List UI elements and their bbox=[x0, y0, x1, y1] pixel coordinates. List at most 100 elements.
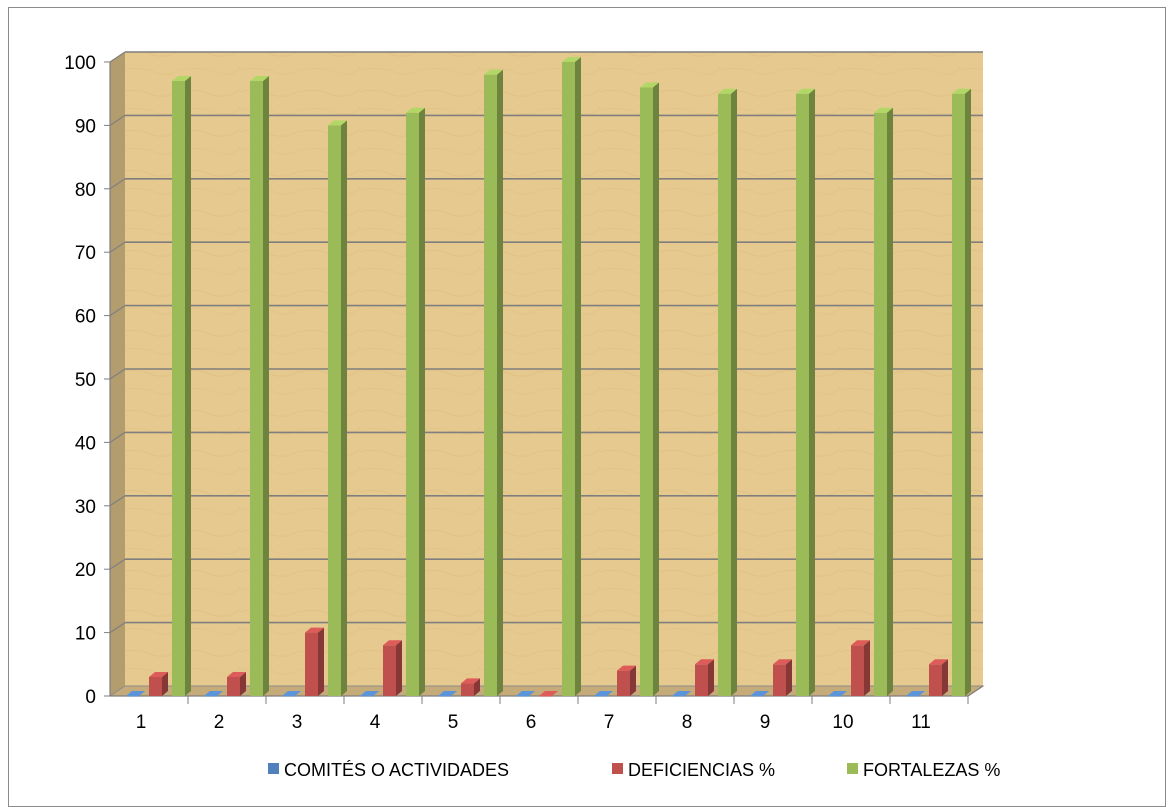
bar-top bbox=[851, 640, 870, 646]
bar-top bbox=[149, 671, 168, 677]
bar-front bbox=[617, 670, 630, 696]
bar-deficiencias bbox=[851, 640, 870, 696]
bar-front bbox=[796, 93, 809, 696]
bar-fortalezas bbox=[172, 76, 191, 696]
bar-top bbox=[461, 678, 480, 684]
bar-side bbox=[341, 120, 347, 696]
x-tick-label: 3 bbox=[292, 712, 303, 733]
bar-top bbox=[906, 691, 925, 696]
y-tick-label: 0 bbox=[85, 687, 96, 708]
bar-top bbox=[227, 671, 246, 677]
bar-top bbox=[126, 691, 145, 696]
bar-front bbox=[328, 125, 341, 696]
bar-front bbox=[204, 696, 217, 697]
bar-fortalezas bbox=[796, 88, 815, 696]
bar-side bbox=[419, 107, 425, 697]
gridline-side bbox=[109, 368, 126, 380]
bar-fortalezas bbox=[484, 69, 503, 697]
bar-front bbox=[516, 696, 529, 697]
gridline-side bbox=[109, 305, 126, 317]
plot-wall bbox=[108, 52, 985, 697]
bar-fortalezas bbox=[406, 107, 425, 697]
bar-deficiencias bbox=[617, 665, 636, 696]
bar-front bbox=[874, 112, 887, 697]
bar-top bbox=[796, 88, 815, 94]
bar-comites bbox=[360, 691, 379, 697]
bar-top bbox=[204, 691, 223, 696]
bar-top bbox=[562, 57, 581, 62]
bar-comites bbox=[438, 691, 457, 697]
legend-label: COMITÉS O ACTIVIDADES bbox=[284, 760, 509, 780]
bar-top bbox=[406, 107, 425, 113]
bar-side bbox=[497, 69, 503, 697]
bar-side bbox=[965, 88, 971, 696]
legend: COMITÉS O ACTIVIDADES DEFICIENCIAS % FORTA… bbox=[268, 760, 1000, 780]
x-tick-label: 4 bbox=[370, 712, 381, 733]
bar-front bbox=[438, 696, 451, 697]
bar-comites bbox=[282, 691, 301, 697]
bar-front bbox=[906, 696, 919, 697]
bar-top bbox=[695, 659, 714, 665]
bar-side bbox=[731, 88, 737, 696]
bar-fortalezas bbox=[328, 120, 347, 696]
legend-label: FORTALEZAS % bbox=[863, 760, 1000, 780]
gridline-side bbox=[109, 622, 126, 634]
bar-side bbox=[263, 76, 269, 696]
x-tick-label: 9 bbox=[760, 712, 771, 733]
x-tick-label: 10 bbox=[832, 712, 853, 733]
bar-front bbox=[750, 696, 763, 697]
bar-top bbox=[594, 691, 613, 696]
bar-fortalezas bbox=[718, 88, 737, 696]
y-tick-label: 40 bbox=[75, 433, 96, 454]
bar-side bbox=[864, 640, 870, 696]
bar-side bbox=[474, 678, 480, 696]
y-tick-label: 100 bbox=[64, 53, 96, 74]
bar-front bbox=[828, 696, 841, 697]
bar-front bbox=[594, 696, 607, 697]
bar-deficiencias bbox=[539, 691, 558, 697]
bar-fortalezas bbox=[562, 57, 581, 696]
bar-side bbox=[575, 57, 581, 696]
bar-top bbox=[484, 69, 503, 75]
x-tick-label: 8 bbox=[682, 712, 693, 733]
bar-deficiencias bbox=[929, 659, 948, 696]
bar-fortalezas bbox=[952, 88, 971, 696]
bar-top bbox=[282, 691, 301, 696]
bar-deficiencias bbox=[305, 627, 324, 696]
bar-deficiencias bbox=[461, 678, 480, 696]
bar-comites bbox=[750, 691, 769, 697]
bar-deficiencias bbox=[383, 640, 402, 696]
bar-front bbox=[360, 696, 373, 697]
bar-front bbox=[718, 93, 731, 696]
x-tick-label: 2 bbox=[214, 712, 225, 733]
bar-front bbox=[539, 696, 552, 697]
bar-comites bbox=[828, 691, 847, 697]
bar-top bbox=[328, 120, 347, 126]
bar-comites bbox=[906, 691, 925, 697]
bar-front bbox=[952, 93, 965, 696]
gridline-side bbox=[109, 431, 126, 443]
bar-fortalezas bbox=[874, 107, 893, 697]
bar-top bbox=[750, 691, 769, 696]
bar-comites bbox=[672, 691, 691, 697]
bar-front bbox=[461, 683, 474, 696]
bar-side bbox=[318, 627, 324, 696]
y-tick-label: 90 bbox=[75, 116, 96, 137]
gridline-side bbox=[109, 51, 126, 63]
bar-top bbox=[672, 691, 691, 696]
bar-front bbox=[227, 676, 240, 696]
legend-swatch bbox=[268, 763, 279, 774]
floor-edge bbox=[967, 685, 984, 697]
bars bbox=[126, 57, 971, 697]
y-tick-label: 70 bbox=[75, 243, 96, 264]
y-tick-label: 60 bbox=[75, 307, 96, 328]
gridline-side bbox=[109, 114, 126, 126]
bar-side bbox=[942, 659, 948, 696]
bar-top bbox=[172, 76, 191, 82]
bar-side bbox=[396, 640, 402, 696]
bar-comites bbox=[204, 691, 223, 697]
bar-top bbox=[617, 665, 636, 671]
bar-front bbox=[562, 62, 575, 696]
legend-label: DEFICIENCIAS % bbox=[628, 760, 775, 780]
bar-side bbox=[809, 88, 815, 696]
